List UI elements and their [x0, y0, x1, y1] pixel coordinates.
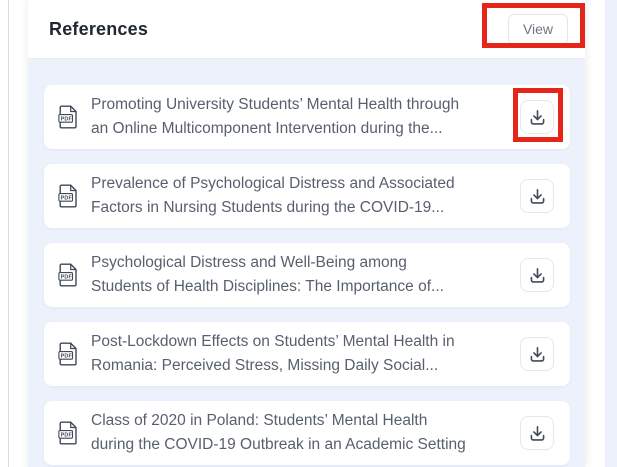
download-icon	[530, 109, 544, 125]
download-button[interactable]	[520, 337, 554, 371]
reference-list-item[interactable]: PDF Prevalence of Psychological Distress…	[44, 164, 570, 228]
download-icon	[530, 425, 544, 441]
references-list: PDF Promoting University Students’ Menta…	[28, 59, 585, 465]
reference-title: Prevalence of Psychological Distress and…	[91, 175, 455, 216]
reference-title: Promoting University Students’ Mental He…	[91, 96, 460, 137]
view-button[interactable]: View	[508, 13, 568, 45]
pdf-file-icon: PDF	[58, 342, 77, 366]
panel-title: References	[49, 18, 149, 39]
svg-text:PDF: PDF	[61, 353, 73, 359]
right-gutter-panel	[605, 0, 617, 467]
reference-title: Psychological Distress and Well-Being am…	[91, 254, 444, 295]
download-icon	[530, 188, 544, 204]
pdf-file-icon: PDF	[58, 105, 77, 129]
svg-text:PDF: PDF	[61, 195, 73, 201]
pdf-file-icon: PDF	[58, 263, 77, 287]
svg-text:PDF: PDF	[61, 274, 73, 280]
reference-title: Post-Lockdown Effects on Students’ Menta…	[91, 333, 455, 374]
reference-list-item[interactable]: PDF Class of 2020 in Poland: Students’ M…	[44, 401, 570, 465]
download-button[interactable]	[520, 100, 554, 134]
references-panel-header: References View	[28, 0, 585, 59]
svg-text:PDF: PDF	[61, 432, 73, 438]
download-icon	[530, 267, 544, 283]
download-button[interactable]	[520, 258, 554, 292]
pdf-file-icon: PDF	[58, 184, 77, 208]
download-button[interactable]	[520, 179, 554, 213]
reference-list-item[interactable]: PDF Promoting University Students’ Menta…	[44, 85, 570, 149]
reference-list-item[interactable]: PDF Psychological Distress and Well-Bein…	[44, 243, 570, 307]
pdf-file-icon: PDF	[58, 421, 77, 445]
download-button[interactable]	[520, 416, 554, 450]
svg-text:PDF: PDF	[61, 116, 73, 122]
page-left-divider	[8, 0, 9, 467]
reference-list-item[interactable]: PDF Post-Lockdown Effects on Students’ M…	[44, 322, 570, 386]
references-panel: References View PDF Promoting University…	[28, 0, 585, 467]
download-icon	[530, 346, 544, 362]
reference-title: Class of 2020 in Poland: Students’ Menta…	[91, 412, 466, 453]
